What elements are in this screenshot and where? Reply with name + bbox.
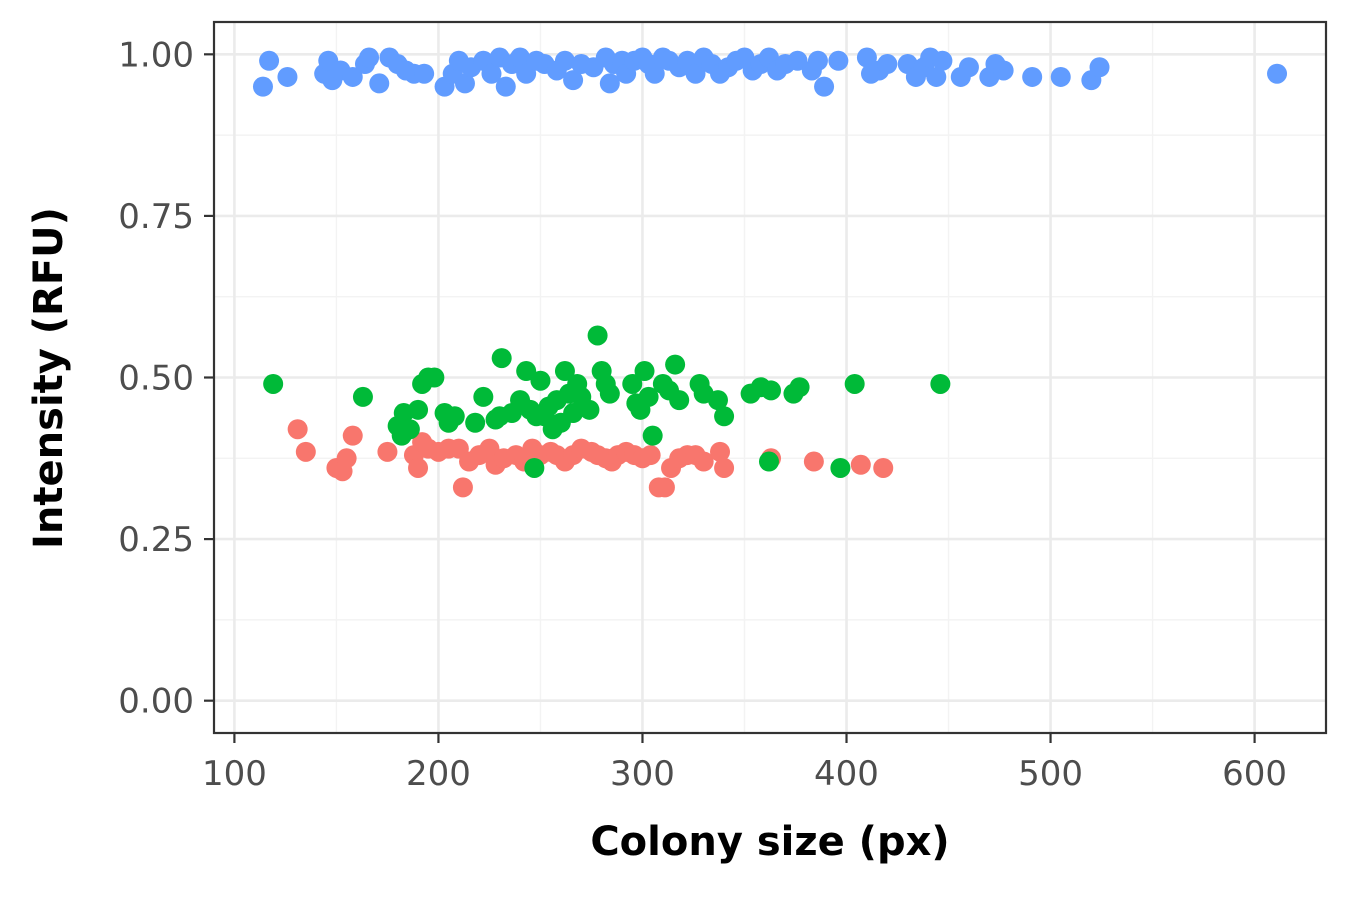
data-point: [634, 361, 655, 382]
data-point: [1267, 63, 1288, 84]
data-point: [587, 325, 608, 346]
data-point: [926, 66, 947, 87]
data-point: [710, 441, 731, 462]
data-point: [638, 386, 659, 407]
data-point: [554, 361, 575, 382]
grid: [214, 22, 1326, 733]
data-point: [408, 457, 429, 478]
data-point: [369, 73, 390, 94]
data-point: [654, 477, 675, 498]
data-point: [399, 419, 420, 440]
data-point: [1022, 66, 1043, 87]
x-tick-label: 600: [1222, 754, 1287, 794]
data-point: [408, 399, 429, 420]
data-point: [452, 477, 473, 498]
data-point: [669, 390, 690, 411]
data-point: [479, 438, 500, 459]
series-3: [252, 47, 1288, 97]
data-point: [665, 354, 686, 375]
data-point: [993, 60, 1014, 81]
x-tick-label: 300: [610, 754, 675, 794]
data-point: [259, 50, 280, 71]
data-point: [642, 425, 663, 446]
data-point: [277, 66, 298, 87]
axes: 100 200 300 400 500 600 0.00 0.25 0.50 0.75 1.00: [118, 35, 1287, 794]
series-1: [287, 419, 894, 498]
data-point: [877, 54, 898, 75]
data-point: [473, 386, 494, 407]
data-point: [758, 451, 779, 472]
data-point: [414, 63, 435, 84]
data-point: [685, 63, 706, 84]
data-point: [830, 457, 851, 478]
x-axis-title: Colony size (px): [590, 819, 949, 865]
data-point: [1050, 66, 1071, 87]
data-point: [465, 412, 486, 433]
data-point: [336, 448, 357, 469]
data-point: [524, 457, 545, 478]
data-point: [599, 383, 620, 404]
data-points: [252, 47, 1288, 498]
data-point: [807, 50, 828, 71]
data-point: [707, 390, 728, 411]
y-tick-label: 0.25: [118, 520, 194, 560]
data-point: [563, 70, 584, 91]
data-point: [252, 76, 273, 97]
data-point: [856, 47, 877, 68]
data-point: [563, 403, 584, 424]
data-point: [1089, 57, 1110, 78]
data-point: [714, 457, 735, 478]
data-point: [930, 373, 951, 394]
data-point: [814, 76, 835, 97]
data-point: [644, 63, 665, 84]
data-point: [761, 380, 782, 401]
data-point: [295, 441, 316, 462]
y-tick-label: 0.75: [118, 197, 194, 237]
data-point: [803, 451, 824, 472]
data-point: [714, 406, 735, 427]
data-point: [640, 445, 661, 466]
data-point: [491, 348, 512, 369]
data-point: [622, 373, 643, 394]
y-tick-label: 1.00: [118, 35, 194, 75]
data-point: [693, 451, 714, 472]
data-point: [424, 367, 445, 388]
data-point: [352, 386, 373, 407]
data-point: [287, 419, 308, 440]
data-point: [932, 50, 953, 71]
data-point: [958, 57, 979, 78]
y-tick-label: 0.50: [118, 359, 194, 399]
data-point: [787, 50, 808, 71]
x-tick-label: 400: [814, 754, 879, 794]
data-point: [342, 66, 363, 87]
data-point: [599, 73, 620, 94]
data-point: [516, 361, 537, 382]
data-point: [342, 425, 363, 446]
data-point: [495, 76, 516, 97]
x-tick-label: 200: [406, 754, 471, 794]
data-point: [554, 50, 575, 71]
y-axis-title: Intensity (RFU): [26, 207, 72, 549]
data-point: [579, 399, 600, 420]
data-point: [263, 373, 284, 394]
data-point: [789, 377, 810, 398]
x-tick-label: 500: [1018, 754, 1083, 794]
data-point: [444, 406, 465, 427]
data-point: [844, 373, 865, 394]
x-tick-label: 100: [202, 754, 267, 794]
data-point: [510, 47, 531, 68]
y-tick-label: 0.00: [118, 682, 194, 722]
data-point: [481, 63, 502, 84]
data-point: [377, 441, 398, 462]
data-point: [454, 73, 475, 94]
data-point: [359, 47, 380, 68]
data-point: [530, 370, 551, 391]
data-point: [873, 457, 894, 478]
data-point: [828, 50, 849, 71]
series-2: [263, 325, 951, 478]
data-point: [850, 454, 871, 475]
